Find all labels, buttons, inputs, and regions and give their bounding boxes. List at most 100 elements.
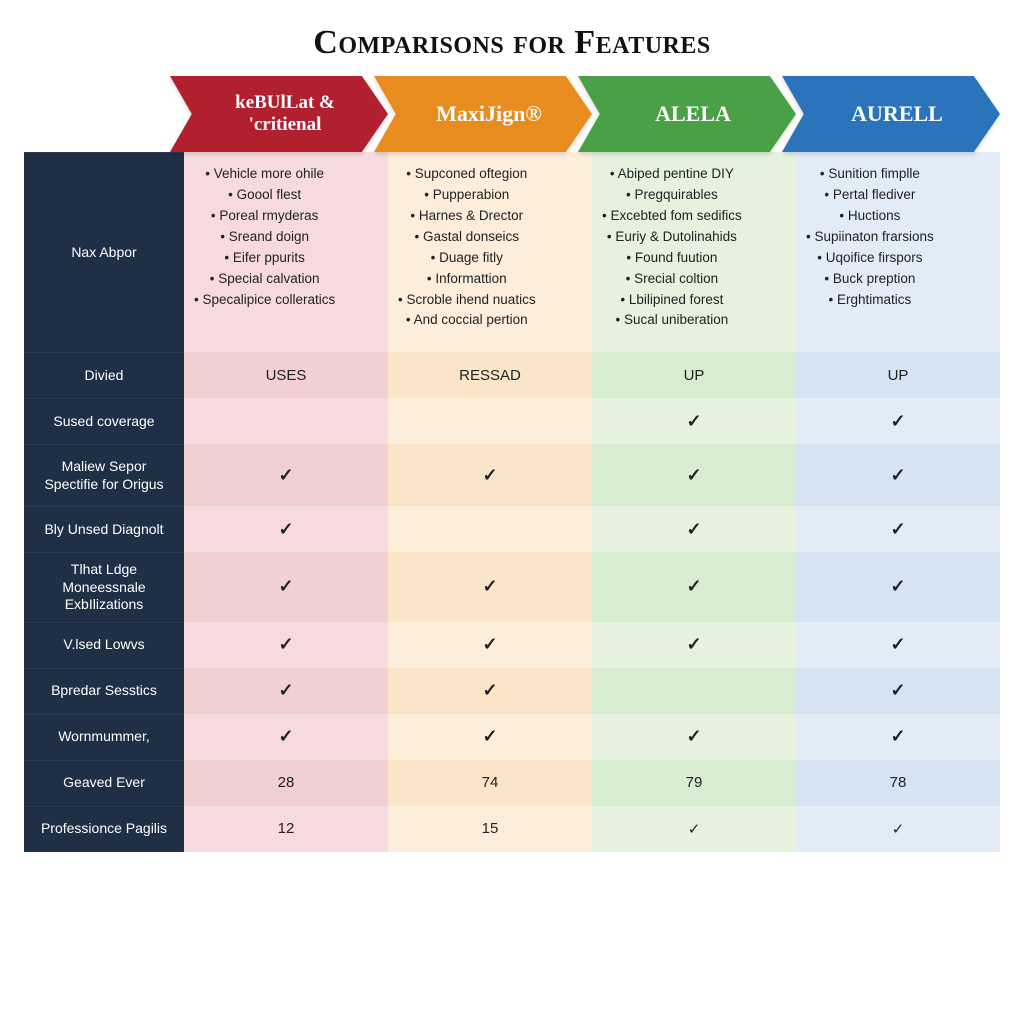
table-cell: 78 [796, 760, 1000, 806]
table-cell: USES [184, 352, 388, 398]
feature-item: Gastal donseics [398, 227, 536, 248]
page-title: Comparisons for Features [24, 24, 1000, 62]
column-header-0: keBUlLat &'critienal [170, 76, 388, 152]
feature-item: Informattion [398, 269, 536, 290]
table-cell: UP [592, 352, 796, 398]
check-icon: ✓ [686, 726, 701, 747]
check-icon: ✓ [890, 519, 905, 540]
check-icon: ✓ [278, 634, 293, 655]
feature-item: Sucal uniberation [602, 310, 742, 331]
row-label: Geaved Ever [24, 760, 184, 806]
feature-item: Duage fitly [398, 248, 536, 269]
feature-item: Huctions [806, 206, 934, 227]
table-cell: ✓ [592, 552, 796, 622]
row-label: Sused coverage [24, 398, 184, 444]
feature-item: Supconed oftegion [398, 164, 536, 185]
table-cell: ✓ [184, 714, 388, 760]
table-cell: ✓ [388, 714, 592, 760]
feature-item: Scroble ihend nuatics [398, 290, 536, 311]
table-cell: ✓ [592, 806, 796, 852]
check-icon: ✓ [482, 465, 497, 486]
feature-item: Buck preption [806, 269, 934, 290]
check-icon: ✓ [278, 726, 293, 747]
feature-item: Found fuution [602, 248, 742, 269]
feature-item: Euriy & Dutolinahids [602, 227, 742, 248]
check-icon: ✓ [890, 680, 905, 701]
check-icon: ✓ [278, 576, 293, 597]
check-icon: ✓ [890, 411, 905, 432]
feature-list: Sunition fimpllePertal flediverHuctionsS… [806, 164, 934, 310]
header-spacer [24, 76, 184, 152]
check-icon: ✓ [890, 634, 905, 655]
column-header-3: AURELL [782, 76, 1000, 152]
table-cell: ✓ [796, 806, 1000, 852]
check-icon: ✓ [686, 634, 701, 655]
feature-item: Excebted fom sedifics [602, 206, 742, 227]
check-icon: ✓ [278, 680, 293, 701]
table-cell: Sunition fimpllePertal flediverHuctionsS… [796, 152, 1000, 352]
feature-item: Pregquirables [602, 185, 742, 206]
row-label: Maliew Sepor Spectifie for Origus [24, 444, 184, 506]
check-icon: ✓ [482, 576, 497, 597]
feature-item: Pupperabion [398, 185, 536, 206]
check-icon: ✓ [890, 576, 905, 597]
column-header-label: AURELL [851, 101, 943, 126]
check-icon: ✓ [482, 634, 497, 655]
table-cell: ✓ [796, 714, 1000, 760]
feature-item: Specalipice colleratics [194, 290, 335, 311]
feature-item: Pertal flediver [806, 185, 934, 206]
check-icon: ✓ [278, 519, 293, 540]
check-icon: ✓ [482, 680, 497, 701]
column-header-1: MaxiJign® [374, 76, 592, 152]
check-icon: ✓ [686, 519, 701, 540]
feature-item: Sunition fimplle [806, 164, 934, 185]
feature-item: Supiinaton frarsions [806, 227, 934, 248]
check-icon: ✓ [890, 465, 905, 486]
feature-item: Harnes & Drector [398, 206, 536, 227]
table-cell: ✓ [796, 398, 1000, 444]
check-icon: ✓ [278, 465, 293, 486]
column-header-label: ALELA [655, 101, 731, 126]
feature-item: Eifer ppurits [194, 248, 335, 269]
row-label: Bpredar Sesstics [24, 668, 184, 714]
row-label: Tlhat Ldge Moneessnale ExbIlizations [24, 552, 184, 622]
feature-item: Sreand doign [194, 227, 335, 248]
feature-item: Vehicle more ohile [194, 164, 335, 185]
table-cell: ✓ [388, 552, 592, 622]
table-cell [388, 398, 592, 444]
feature-item: And coccial pertion [398, 310, 536, 331]
table-cell: ✓ [592, 714, 796, 760]
column-headers: keBUlLat &'critienal MaxiJign® ALELA AURELL [24, 76, 1000, 152]
table-cell: Abiped pentine DIYPregquirablesExcebted … [592, 152, 796, 352]
table-cell: ✓ [796, 552, 1000, 622]
feature-item: Srecial coltion [602, 269, 742, 290]
table-cell: ✓ [184, 444, 388, 506]
feature-list: Supconed oftegionPupperabionHarnes & Dre… [398, 164, 536, 331]
feature-item: Special calvation [194, 269, 335, 290]
row-label: Divied [24, 352, 184, 398]
column-header-2: ALELA [578, 76, 796, 152]
table-cell: ✓ [592, 622, 796, 668]
table-cell: ✓ [592, 506, 796, 552]
row-label: Nax Abpor [24, 152, 184, 352]
table-cell: Supconed oftegionPupperabionHarnes & Dre… [388, 152, 592, 352]
check-icon: ✓ [890, 726, 905, 747]
table-cell: ✓ [796, 668, 1000, 714]
check-icon: ✓ [482, 726, 497, 747]
table-cell: ✓ [592, 444, 796, 506]
table-cell [592, 668, 796, 714]
table-cell: 79 [592, 760, 796, 806]
table-cell: ✓ [592, 398, 796, 444]
table-cell: Vehicle more ohileGoool flestPoreal rmyd… [184, 152, 388, 352]
table-cell [184, 398, 388, 444]
column-header-label: MaxiJign® [436, 101, 542, 126]
row-label: Wornmummer, [24, 714, 184, 760]
table-cell: UP [796, 352, 1000, 398]
feature-item: Goool flest [194, 185, 335, 206]
row-label: Professionce Pagilis [24, 806, 184, 852]
table-cell: ✓ [388, 622, 592, 668]
feature-item: Uqoifice firspors [806, 248, 934, 269]
table-cell: ✓ [184, 668, 388, 714]
table-cell: ✓ [184, 622, 388, 668]
check-icon: ✓ [686, 465, 701, 486]
